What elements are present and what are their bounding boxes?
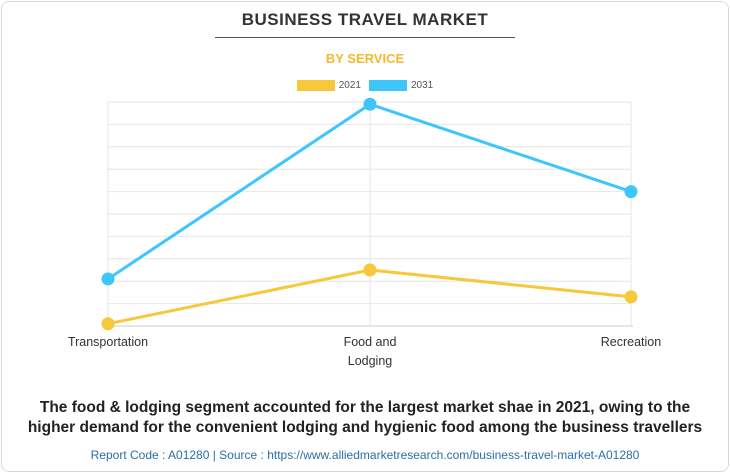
- chart-title: BUSINESS TRAVEL MARKET: [241, 10, 489, 29]
- legend-label-2021: 2021: [338, 80, 361, 91]
- report-source-footer: Report Code : A01280 | Source : https://…: [90, 448, 640, 462]
- legend-swatch-2021: [296, 80, 335, 91]
- x-tick-label-1: Transportation: [68, 335, 148, 349]
- chart-subtitle: BY SERVICE: [325, 51, 405, 66]
- legend-swatch-2031: [369, 80, 407, 91]
- legend-item-2021[interactable]: 2021: [296, 80, 361, 91]
- legend-item-2031[interactable]: 2031: [369, 80, 433, 91]
- data-point-2021-1: [101, 317, 115, 331]
- caption-line-2: higher demand for the convenient lodging…: [27, 419, 703, 436]
- title-underline: [215, 37, 515, 38]
- line-chart: Transportation Food and Lodging Recreation: [68, 97, 661, 368]
- legend: 2021 2031: [0, 80, 730, 91]
- data-point-2031-3: [624, 185, 638, 199]
- x-tick-label-3: Recreation: [601, 335, 661, 349]
- caption-line-1: The food & lodging segment accounted for…: [39, 399, 691, 416]
- data-point-2031-1: [101, 272, 115, 286]
- data-point-2021-3: [624, 290, 638, 304]
- legend-label-2031: 2031: [411, 80, 434, 91]
- data-point-2021-2: [363, 263, 377, 277]
- x-tick-label-2: Food and Lodging: [344, 335, 397, 368]
- chart-caption: The food & lodging segment accounted for…: [10, 398, 720, 438]
- data-point-2031-2: [363, 97, 377, 111]
